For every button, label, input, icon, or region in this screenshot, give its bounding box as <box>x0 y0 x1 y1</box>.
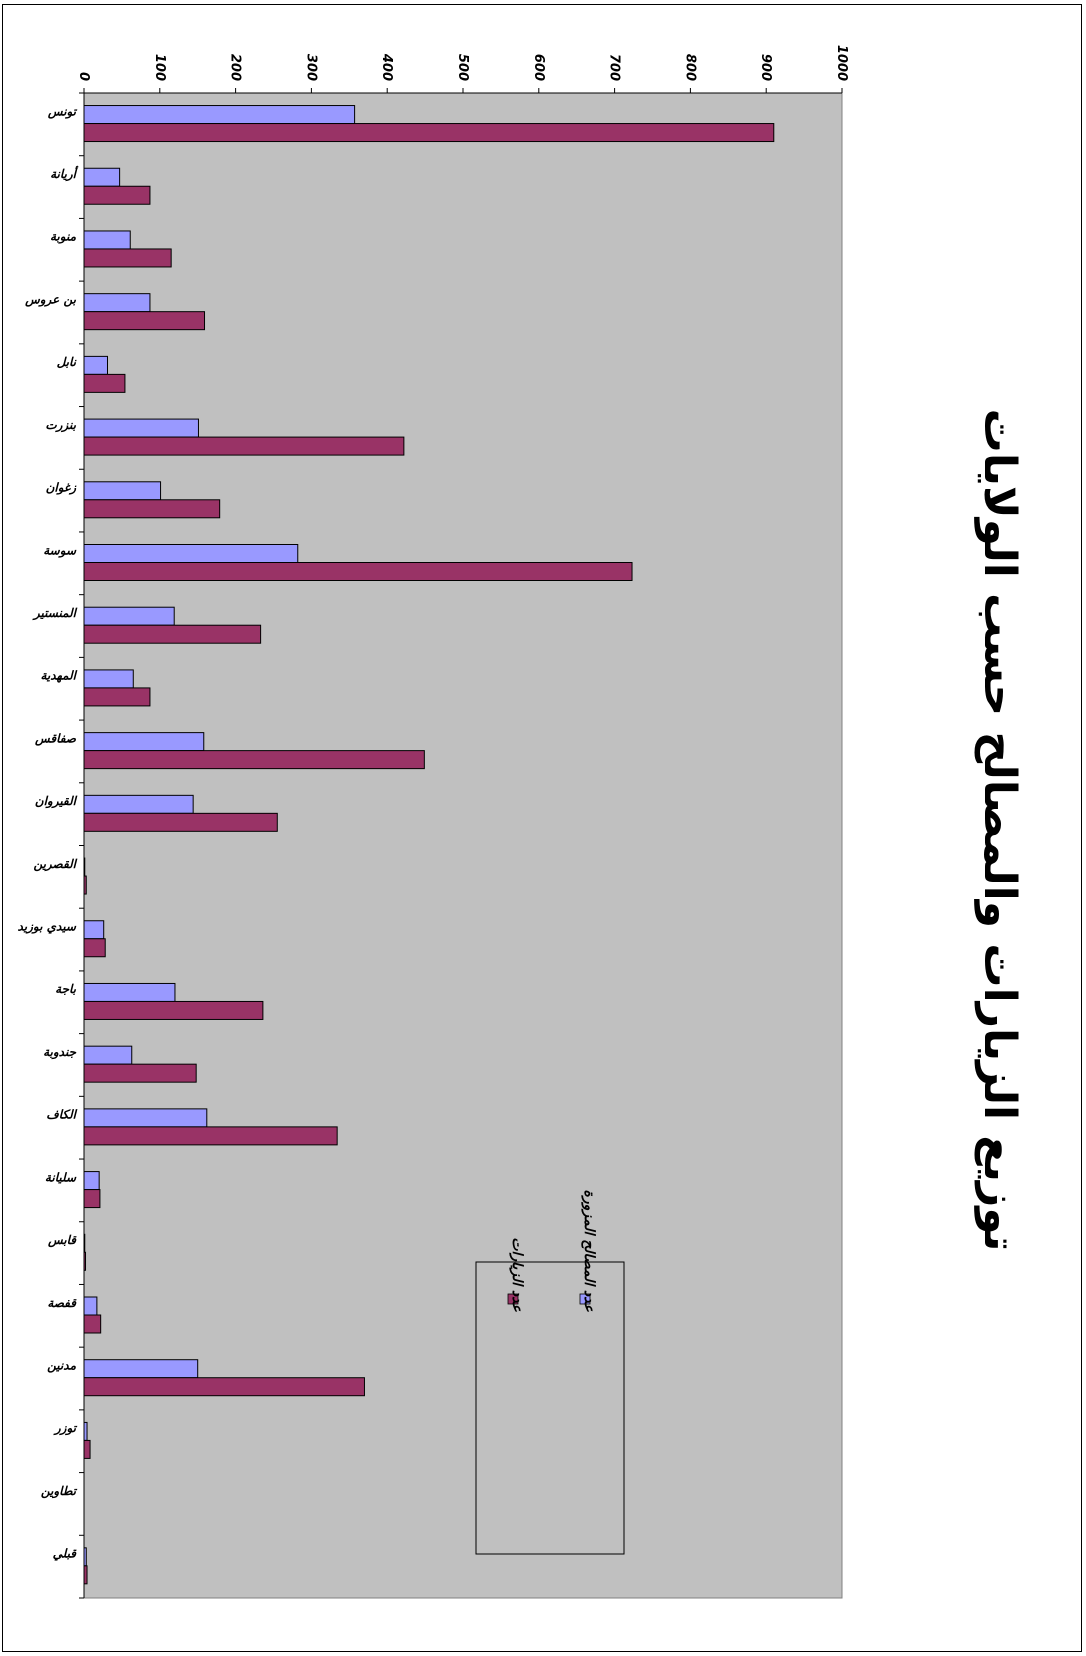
legend-label-services: عدد المصالح المزورة <box>581 1190 597 1313</box>
bar-services <box>83 982 176 1002</box>
category-label: نابل <box>57 355 77 369</box>
bar-visits <box>83 938 106 958</box>
category-label: منوبة <box>50 230 77 245</box>
category-label: بن عروس <box>24 292 77 307</box>
category-label: سيدي بوزيد <box>17 920 76 935</box>
value-tick-label: 700 <box>607 54 622 81</box>
value-tick-label: 300 <box>303 54 318 81</box>
bar-visits <box>83 1439 91 1459</box>
bar-visits <box>83 1126 338 1146</box>
bar-visits <box>83 248 172 268</box>
bar-services <box>83 1108 208 1128</box>
value-tick-label: 600 <box>531 54 546 81</box>
bar-services <box>83 920 105 940</box>
legend: عدد المصالح المزورة عدد الزيارات <box>475 1190 625 1555</box>
bar-visits <box>83 185 151 205</box>
bar-services <box>83 606 175 626</box>
bar-services <box>83 293 151 313</box>
bar-visits <box>83 436 405 456</box>
bar-services <box>83 732 205 752</box>
category-label: سليانة <box>45 1170 77 1184</box>
bar-services <box>83 1171 100 1191</box>
category-label: أريانة <box>50 165 79 182</box>
category-label: قبلي <box>53 1547 78 1562</box>
category-label: توزر <box>53 1421 78 1436</box>
value-tick-label: 900 <box>758 54 773 81</box>
bar-visits <box>83 1000 264 1020</box>
bar-visits <box>83 687 151 707</box>
category-label: باجة <box>55 982 77 996</box>
bar-services <box>83 544 299 563</box>
category-label: قفصة <box>47 1296 77 1310</box>
bar-visits <box>83 499 221 519</box>
bar-services <box>83 105 356 125</box>
bar-visits <box>83 624 262 644</box>
bar-services <box>83 167 121 187</box>
bar-visits <box>83 1063 197 1083</box>
category-label: تطاوين <box>41 1484 78 1499</box>
legend-box <box>475 1261 625 1555</box>
bar-services <box>83 418 199 438</box>
value-tick-label: 200 <box>228 54 243 81</box>
bar-services <box>83 355 108 375</box>
value-tick-label: 1000 <box>834 45 849 81</box>
bar-visits <box>83 812 278 832</box>
category-label: صفاقس <box>34 731 77 746</box>
bar-visits <box>83 1189 101 1209</box>
category-label: سوسة <box>43 543 77 558</box>
category-label: قابس <box>47 1233 77 1248</box>
bar-services <box>83 481 162 501</box>
category-label: بنزرت <box>45 418 76 433</box>
chart-title: توزيع الزيارات والمصالح حسب الولايات <box>974 409 1025 1252</box>
bar-services <box>83 1296 98 1316</box>
legend-swatch-services <box>579 1293 591 1305</box>
bar-visits <box>83 123 775 143</box>
bar-visits <box>83 1377 365 1397</box>
chart-frame <box>2 4 1082 1652</box>
bar-services <box>83 230 131 250</box>
category-label: المهدية <box>40 669 77 684</box>
bar-services <box>83 1045 133 1065</box>
bar-visits <box>83 562 633 581</box>
category-label: القيروان <box>35 794 78 809</box>
bar-services <box>83 1359 199 1379</box>
legend-label-visits: عدد الزيارات <box>509 1237 525 1312</box>
bars-group <box>83 105 775 1585</box>
category-label: زغوان <box>46 481 78 496</box>
plot-area <box>83 92 843 1599</box>
category-label: جندوبة <box>43 1045 76 1060</box>
legend-swatch-visits <box>507 1293 519 1305</box>
category-label: الكاف <box>46 1108 77 1122</box>
bar-visits <box>83 373 126 393</box>
value-tick-label: 400 <box>379 53 394 81</box>
value-tick-label: 800 <box>682 54 697 81</box>
value-tick-label: 500 <box>455 54 470 81</box>
bar-visits <box>83 750 425 770</box>
category-label: مدنين <box>47 1358 76 1373</box>
bar-services <box>83 669 134 689</box>
bar-services <box>83 794 194 814</box>
category-label: تونس <box>47 104 78 119</box>
axes-group <box>79 88 843 1599</box>
category-label: القصرين <box>33 857 77 872</box>
bar-visits <box>83 1314 102 1334</box>
labels-group: 0 100 200 300 400 500 600 700 800 900 1000 تونس أريا… <box>17 45 849 1562</box>
bar-visits <box>83 311 206 331</box>
value-tick-label: 0 <box>76 72 91 81</box>
category-label: المنستير <box>32 606 78 621</box>
value-tick-label: 100 <box>152 54 167 81</box>
